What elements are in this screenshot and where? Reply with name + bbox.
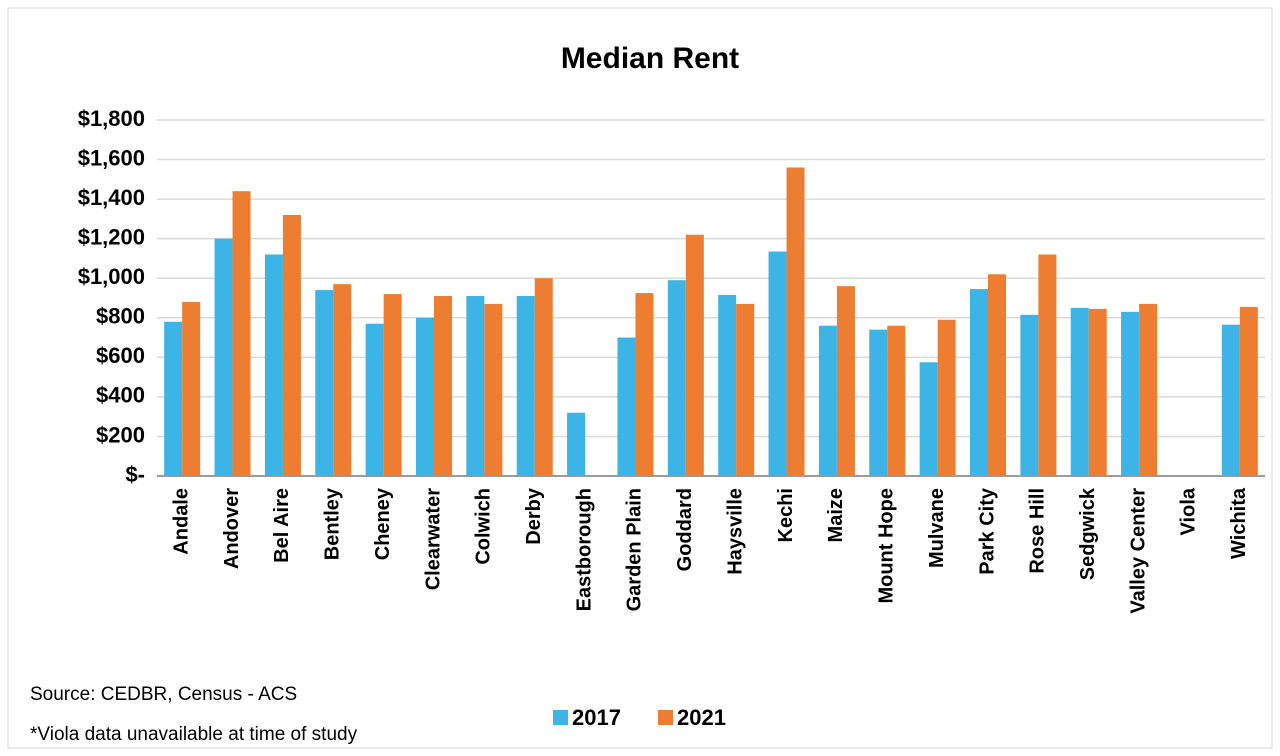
bar xyxy=(970,289,988,476)
bar xyxy=(635,293,654,476)
bar xyxy=(988,274,1006,476)
x-tick-label: Goddard xyxy=(674,488,696,571)
bar xyxy=(937,319,956,476)
bar xyxy=(869,329,888,476)
x-tick-label: Wichita xyxy=(1228,487,1250,559)
y-tick-label: $1,600 xyxy=(78,145,145,170)
y-tick-label: $200 xyxy=(96,422,145,447)
bar xyxy=(282,214,301,476)
bar xyxy=(667,280,686,476)
y-tick-label: $1,800 xyxy=(78,106,145,131)
x-tick-label: Mount Hope xyxy=(876,488,898,604)
x-tick-label: Haysville xyxy=(724,488,746,575)
bar xyxy=(919,362,938,476)
bar xyxy=(1070,307,1089,476)
x-tick-label: Viola xyxy=(1178,487,1200,535)
bar xyxy=(1221,324,1240,476)
bar xyxy=(232,191,251,476)
x-tick-label: Park City xyxy=(976,487,998,575)
bar xyxy=(484,303,503,476)
bar xyxy=(434,296,452,476)
x-tick-label: Valley Center xyxy=(1127,488,1149,614)
x-tick-label: Rose Hill xyxy=(1027,488,1049,574)
x-tick-label: Eastborough xyxy=(573,488,595,611)
y-tick-label: $1,200 xyxy=(78,224,145,249)
bar xyxy=(466,296,485,476)
y-tick-label: $400 xyxy=(96,383,145,408)
bar xyxy=(164,321,183,476)
x-tick-label: Colwich xyxy=(473,488,495,565)
y-tick-label: $1,000 xyxy=(78,264,145,289)
bar xyxy=(567,412,586,476)
x-tick-label: Sedgwick xyxy=(1077,487,1099,580)
x-tick-label: Andale xyxy=(170,488,192,555)
bar xyxy=(685,234,704,476)
bar xyxy=(718,295,737,476)
bar xyxy=(1121,311,1140,476)
footnote: *Viola data unavailable at time of study xyxy=(30,724,358,745)
bar xyxy=(214,238,233,476)
bar xyxy=(516,296,535,476)
x-tick-label: Garden Plain xyxy=(624,488,646,611)
bar xyxy=(365,323,384,476)
x-tick-label: Andover xyxy=(221,488,243,569)
y-tick-label: $600 xyxy=(96,343,145,368)
bar xyxy=(534,278,553,476)
legend-swatch xyxy=(658,710,673,725)
bar xyxy=(383,294,402,476)
legend-swatch xyxy=(553,710,568,725)
bar xyxy=(818,325,837,476)
y-tick-label: $800 xyxy=(96,304,145,329)
bar xyxy=(264,254,283,476)
x-tick-label: Derby xyxy=(523,487,545,545)
bar xyxy=(1088,308,1107,476)
bar xyxy=(1139,303,1158,476)
y-tick-label: $- xyxy=(125,462,145,487)
x-tick-label: Clearwater xyxy=(422,488,444,590)
chart-title: Median Rent xyxy=(561,42,739,75)
x-tick-label: Cheney xyxy=(372,487,394,560)
bar xyxy=(617,337,636,476)
bar xyxy=(182,301,201,476)
x-tick-label: Maize xyxy=(825,488,847,542)
legend-label: 2017 xyxy=(572,705,621,730)
bar xyxy=(768,251,787,476)
bar xyxy=(736,303,755,476)
x-tick-label: Bentley xyxy=(322,487,344,560)
bar xyxy=(1020,314,1039,476)
bar xyxy=(1239,306,1258,476)
source-note: Source: CEDBR, Census - ACS xyxy=(30,684,297,705)
x-tick-label: Bel Aire xyxy=(271,488,293,563)
bar xyxy=(836,286,855,476)
bar xyxy=(416,317,434,476)
x-tick-label: Kechi xyxy=(775,488,797,542)
y-tick-label: $1,400 xyxy=(78,185,145,210)
bar xyxy=(887,325,906,476)
x-tick-label: Mulvane xyxy=(926,488,948,568)
legend-label: 2021 xyxy=(677,705,726,730)
bar xyxy=(333,284,352,476)
bar xyxy=(1038,254,1057,476)
bar xyxy=(786,167,805,476)
bar xyxy=(315,290,334,476)
